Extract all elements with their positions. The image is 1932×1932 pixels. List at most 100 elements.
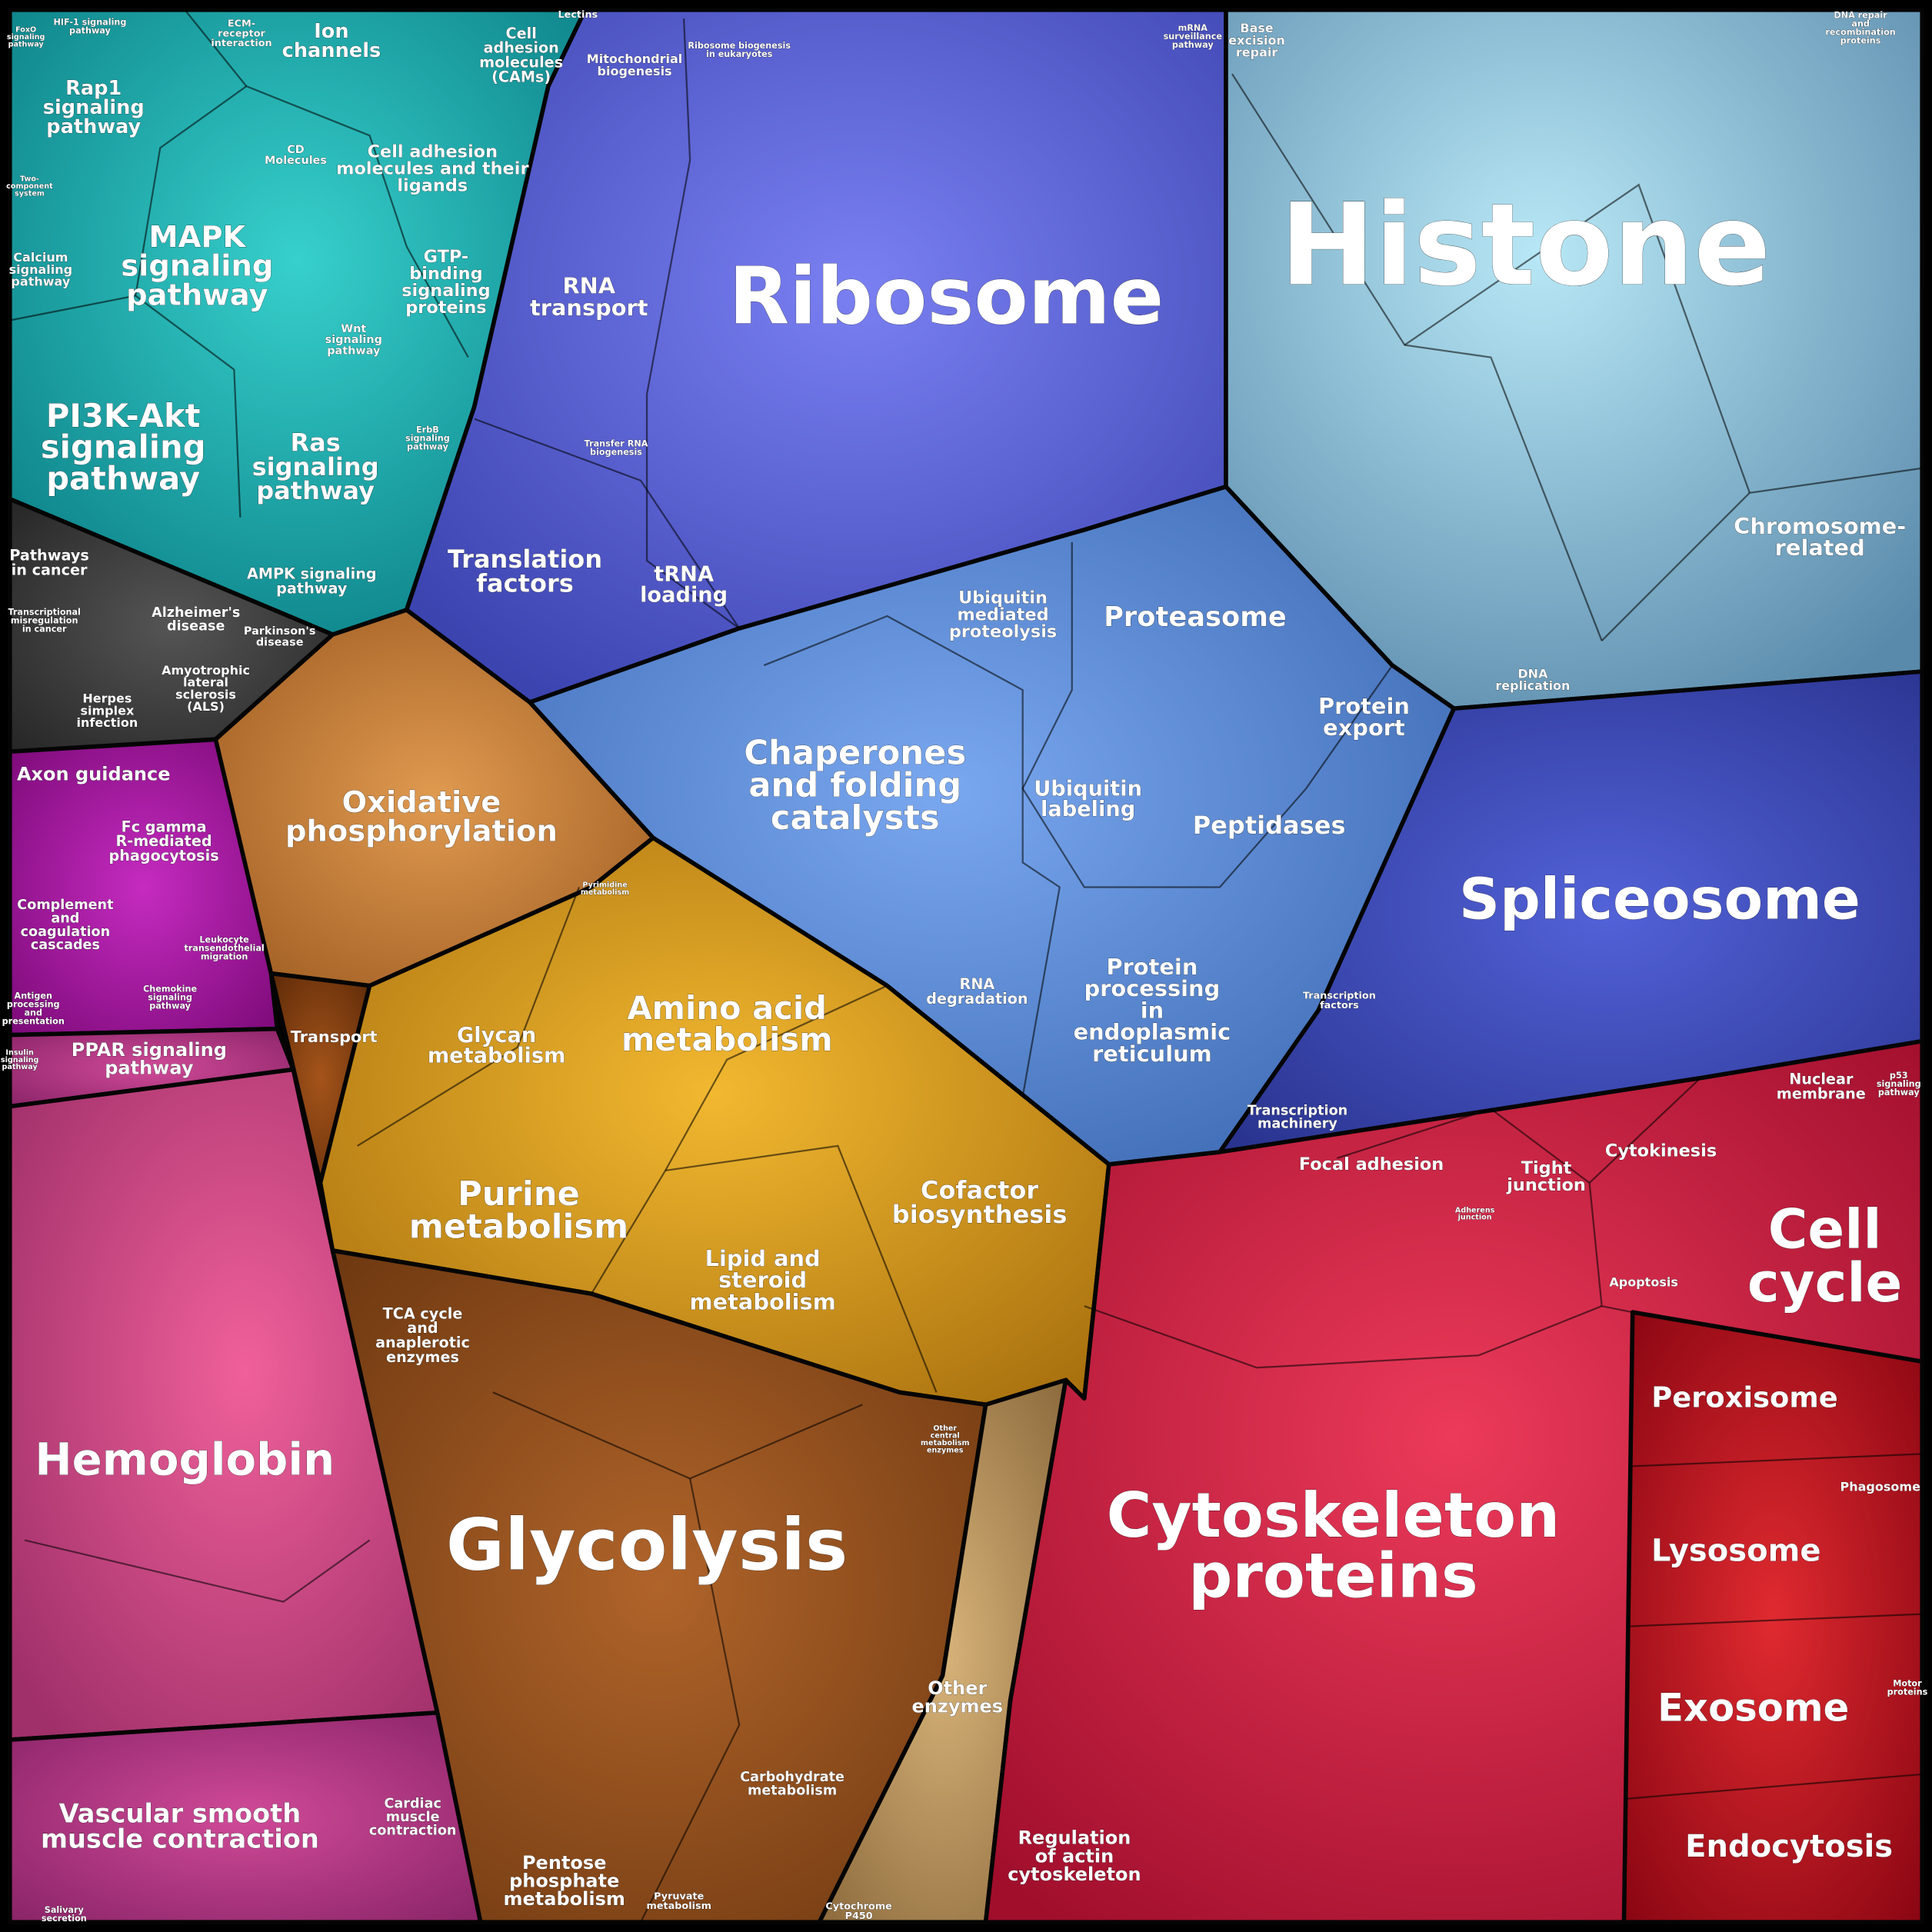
label-line: Fc gamma bbox=[122, 818, 207, 835]
label-line: interaction bbox=[211, 37, 271, 48]
label-line: Proteasome bbox=[1104, 601, 1287, 633]
label-line: molecules and their bbox=[336, 158, 528, 178]
region-label: FoxO signaling pathway bbox=[7, 26, 45, 49]
label-line: ECM- bbox=[228, 18, 255, 29]
label-line: metabolism bbox=[748, 1783, 837, 1798]
region-label: Mitochondrial biogenesis bbox=[587, 52, 683, 78]
label-line: sclerosis bbox=[175, 687, 236, 701]
region-label: Oxidative phosphorylation bbox=[285, 784, 558, 848]
label-line: in cancer bbox=[22, 624, 67, 634]
label-line: Adherens bbox=[1455, 1206, 1495, 1214]
label-line: Cytoskeleton bbox=[1107, 1480, 1561, 1551]
label-line: component bbox=[6, 182, 53, 191]
label-line: Alzheimer's bbox=[152, 605, 240, 621]
label-line: in eukaryotes bbox=[706, 49, 773, 59]
label-line: secretion bbox=[42, 1914, 87, 1924]
region-label: GTP-binding signaling proteins bbox=[401, 246, 490, 317]
label-line: signaling bbox=[7, 33, 45, 42]
region-label: Cofactor biosynthesis bbox=[892, 1175, 1068, 1228]
region-label: p53 signaling pathway bbox=[1877, 1071, 1921, 1098]
region-label: Cell cycle bbox=[1747, 1198, 1902, 1314]
label-line: Lectins bbox=[558, 9, 598, 21]
label-line: processing bbox=[7, 1000, 60, 1010]
label-line: presentation bbox=[2, 1017, 65, 1027]
label-line: Glycan bbox=[457, 1023, 536, 1047]
label-line: Cofactor bbox=[921, 1175, 1038, 1204]
regions bbox=[8, 8, 1924, 1924]
region-label: PPAR signaling pathway bbox=[72, 1039, 227, 1079]
region-label: AMPK signaling pathway bbox=[247, 565, 377, 597]
label-line: metabolism bbox=[581, 888, 629, 897]
label-line: metabolism bbox=[690, 1288, 836, 1314]
label-line: signaling bbox=[325, 334, 382, 346]
label-line: Pentose bbox=[522, 1852, 607, 1874]
label-line: pathway bbox=[126, 278, 268, 312]
label-line: tRNA bbox=[654, 562, 714, 586]
label-line: replication bbox=[1495, 678, 1570, 693]
label-line: cycle bbox=[1747, 1251, 1902, 1314]
label-line: factors bbox=[1320, 1000, 1359, 1011]
region-label: Translation factors bbox=[448, 545, 602, 598]
region-label: Ion channels bbox=[282, 20, 381, 62]
label-line: Ubiquitin bbox=[958, 588, 1048, 608]
label-line: migration bbox=[201, 952, 248, 962]
label-line: steroid bbox=[718, 1267, 807, 1293]
region-label: Antigen processing and presentation bbox=[2, 991, 65, 1027]
region-label: Apoptosis bbox=[1609, 1274, 1678, 1289]
label-line: Focal adhesion bbox=[1299, 1154, 1444, 1174]
region-label: Transcription factors bbox=[1303, 990, 1376, 1011]
label-line: loading bbox=[640, 583, 728, 607]
label-line: binding bbox=[409, 263, 482, 283]
label-line: Peroxisome bbox=[1651, 1381, 1837, 1414]
region-label: Hemoglobin bbox=[35, 1433, 335, 1485]
label-line: in bbox=[1141, 997, 1164, 1023]
label-line: coagulation bbox=[21, 924, 111, 940]
region-label: Protein export bbox=[1318, 693, 1410, 741]
label-line: Translation bbox=[448, 545, 602, 574]
label-line: pathway bbox=[46, 115, 141, 138]
label-line: pathway bbox=[11, 274, 70, 288]
region-label: Amyotrophic lateral sclerosis (ALS) bbox=[162, 662, 250, 713]
region-label: TCA cycle and anaplerotic enzymes bbox=[375, 1304, 470, 1366]
label-line: ErbB bbox=[416, 425, 439, 435]
label-line: signaling bbox=[1, 1056, 39, 1064]
label-line: signaling bbox=[9, 261, 73, 276]
label-line: Molecules bbox=[265, 155, 327, 167]
label-line: metabolism bbox=[646, 1900, 711, 1912]
label-line: recombination bbox=[1825, 27, 1895, 37]
region-label: Fc gamma R-mediated phagocytosis bbox=[108, 818, 218, 864]
label-line: pathway bbox=[327, 345, 381, 357]
label-line: system bbox=[15, 189, 45, 198]
label-line: in cancer bbox=[12, 561, 88, 578]
label-line: Endocytosis bbox=[1685, 1829, 1893, 1864]
label-line: and bbox=[1851, 18, 1870, 28]
region-label: RNA transport bbox=[530, 273, 648, 321]
region-label: mRNA surveillance pathway bbox=[1164, 23, 1223, 50]
label-line: ligands bbox=[397, 175, 468, 195]
label-line: Phagosome bbox=[1840, 1479, 1920, 1494]
region-label: Adherens junction bbox=[1455, 1206, 1495, 1221]
label-line: Ion bbox=[314, 20, 348, 43]
region-label: Tight junction bbox=[1506, 1158, 1586, 1194]
label-line: Cell bbox=[505, 24, 536, 42]
region-label: Lysosome bbox=[1651, 1534, 1821, 1569]
label-line: labeling bbox=[1041, 798, 1135, 821]
region-label: Proteasome bbox=[1104, 601, 1287, 633]
label-line: Carbohydrate bbox=[740, 1770, 844, 1785]
label-line: biogenesis bbox=[597, 63, 671, 78]
label-line: Cell adhesion bbox=[368, 142, 498, 162]
label-line: anaplerotic bbox=[375, 1334, 470, 1351]
label-line: Transcriptional bbox=[8, 607, 80, 617]
label-line: Parkinson's bbox=[244, 625, 316, 638]
region-label: Chaperones and folding catalysts bbox=[744, 734, 966, 838]
label-line: simplex bbox=[80, 703, 135, 718]
label-line: Ubiquitin bbox=[1034, 777, 1142, 801]
label-line: central bbox=[931, 1431, 960, 1440]
label-line: metabolism bbox=[428, 1044, 566, 1068]
label-line: DNA bbox=[1517, 666, 1548, 681]
label-line: MAPK bbox=[148, 219, 246, 254]
label-line: (ALS) bbox=[187, 699, 225, 714]
region-label: Chemokine signaling pathway bbox=[143, 984, 197, 1011]
label-line: muscle bbox=[386, 1810, 440, 1825]
region-label: Pathways in cancer bbox=[9, 546, 89, 578]
